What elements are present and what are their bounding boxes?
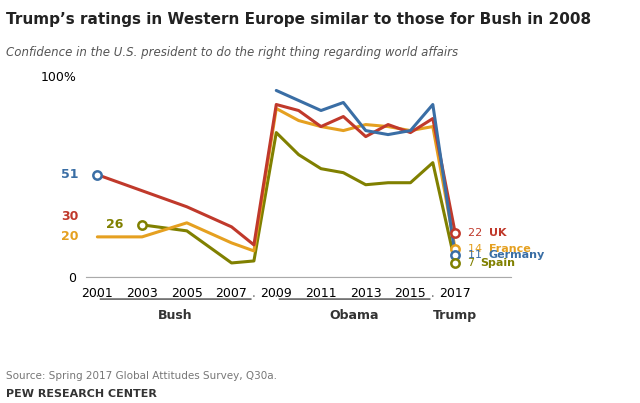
Text: 14: 14	[468, 244, 485, 254]
Text: 22: 22	[468, 228, 485, 238]
Text: 51: 51	[61, 168, 79, 181]
Text: 7: 7	[468, 258, 478, 268]
Text: Trump’s ratings in Western Europe similar to those for Bush in 2008: Trump’s ratings in Western Europe simila…	[6, 12, 591, 27]
Text: Confidence in the U.S. president to do the right thing regarding world affairs: Confidence in the U.S. president to do t…	[6, 46, 458, 59]
Text: PEW RESEARCH CENTER: PEW RESEARCH CENTER	[6, 389, 157, 399]
Text: France: France	[488, 244, 531, 254]
Text: Bush: Bush	[158, 309, 193, 322]
Text: 30: 30	[61, 210, 79, 223]
Text: Spain: Spain	[480, 258, 515, 268]
Text: Trump: Trump	[433, 309, 477, 322]
Text: Source: Spring 2017 Global Attitudes Survey, Q30a.: Source: Spring 2017 Global Attitudes Sur…	[6, 371, 277, 381]
Text: 26: 26	[106, 218, 124, 231]
Text: Obama: Obama	[330, 309, 380, 322]
Text: Germany: Germany	[488, 250, 545, 260]
Text: 11: 11	[468, 250, 485, 260]
Text: UK: UK	[488, 228, 506, 238]
Text: 20: 20	[61, 231, 79, 243]
